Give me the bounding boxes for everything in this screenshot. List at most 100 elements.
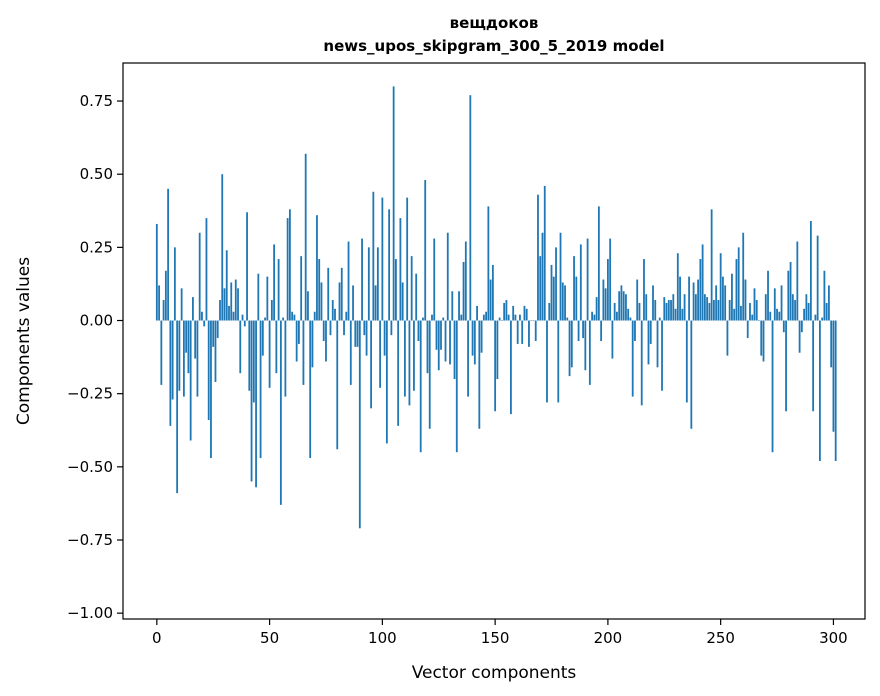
bar-116 — [417, 320, 420, 341]
bar-215 — [640, 320, 643, 406]
bar-76 — [327, 267, 330, 321]
bar-288 — [805, 294, 808, 321]
bar-287 — [803, 308, 806, 321]
bar-291 — [812, 320, 815, 412]
bar-94 — [367, 247, 370, 321]
x-tick-label: 0 — [152, 629, 162, 647]
bar-212 — [634, 320, 636, 341]
bar-147 — [487, 206, 490, 321]
bar-23 — [207, 320, 210, 421]
bar-99 — [379, 320, 382, 388]
bars-group — [155, 86, 837, 529]
bar-160 — [516, 320, 519, 344]
bar-148 — [489, 279, 492, 321]
bar-226 — [665, 302, 668, 321]
x-tick-label: 300 — [819, 629, 848, 647]
bar-100 — [381, 197, 384, 321]
bar-107 — [397, 320, 400, 426]
bar-261 — [744, 279, 747, 321]
bar-114 — [413, 320, 415, 391]
bar-83 — [343, 320, 345, 336]
bar-81 — [338, 282, 341, 321]
bar-252 — [724, 285, 727, 321]
bar-26 — [214, 320, 217, 382]
bar-223 — [658, 317, 661, 321]
y-tick-label: −0.75 — [67, 531, 113, 549]
bar-5 — [167, 188, 170, 321]
bar-98 — [376, 247, 379, 321]
bar-96 — [372, 191, 375, 321]
bar-195 — [595, 297, 598, 321]
bar-28 — [219, 300, 221, 321]
bar-74 — [322, 320, 325, 341]
bar-241 — [699, 259, 702, 321]
bar-247 — [712, 300, 715, 321]
bar-73 — [320, 282, 323, 321]
bar-137 — [464, 241, 467, 321]
bar-39 — [243, 320, 246, 327]
bar-10 — [178, 320, 181, 391]
bar-6 — [169, 320, 172, 426]
bar-82 — [340, 267, 343, 321]
bar-127 — [442, 317, 445, 321]
bar-249 — [717, 300, 720, 321]
bar-65 — [302, 320, 305, 385]
bar-297 — [825, 302, 828, 321]
bar-229 — [672, 294, 675, 321]
bar-92 — [363, 320, 366, 336]
bar-115 — [415, 273, 418, 321]
bar-238 — [692, 282, 695, 321]
bar-283 — [794, 300, 796, 321]
x-axis-label: Vector components — [412, 663, 577, 683]
bar-187 — [577, 320, 580, 341]
bar-14 — [187, 320, 190, 374]
bar-275 — [776, 308, 778, 321]
bar-80 — [336, 320, 339, 450]
y-tick-label: 0.75 — [80, 92, 113, 110]
bar-193 — [591, 311, 594, 321]
bar-191 — [586, 238, 589, 321]
bar-119 — [424, 180, 427, 321]
bar-259 — [740, 305, 742, 321]
bar-196 — [597, 206, 600, 321]
bar-166 — [530, 320, 533, 322]
bar-209 — [627, 308, 630, 321]
bar-272 — [769, 311, 772, 321]
bar-27 — [216, 320, 219, 339]
bar-225 — [663, 297, 666, 321]
bar-222 — [656, 320, 659, 368]
bar-221 — [654, 300, 657, 321]
bar-95 — [370, 320, 372, 409]
bar-180 — [561, 282, 564, 321]
bar-228 — [670, 300, 672, 321]
bar-43 — [252, 320, 255, 403]
bar-52 — [273, 244, 276, 321]
bar-1 — [158, 285, 160, 321]
bar-155 — [505, 300, 508, 321]
bar-9 — [176, 320, 179, 494]
bar-124 — [435, 320, 438, 350]
bar-279 — [785, 320, 787, 412]
bar-233 — [681, 308, 684, 321]
bar-113 — [410, 256, 413, 321]
bar-145 — [482, 314, 485, 321]
bar-151 — [496, 320, 499, 380]
bar-218 — [647, 320, 650, 365]
bar-121 — [428, 320, 431, 429]
bar-268 — [760, 320, 763, 356]
bar-246 — [710, 209, 713, 321]
bar-117 — [419, 320, 422, 453]
bar-267 — [758, 320, 760, 322]
bar-128 — [444, 320, 447, 362]
bar-158 — [512, 305, 515, 321]
bar-285 — [798, 320, 801, 353]
bar-213 — [636, 279, 639, 321]
bar-202 — [611, 320, 614, 359]
chart-subtitle: news_upos_skipgram_300_5_2019 model — [323, 37, 664, 55]
x-tick-label: 200 — [594, 629, 623, 647]
bar-236 — [688, 276, 690, 321]
bar-194 — [593, 314, 596, 321]
bar-103 — [388, 209, 391, 321]
bar-173 — [546, 320, 548, 403]
bar-134 — [458, 291, 460, 321]
